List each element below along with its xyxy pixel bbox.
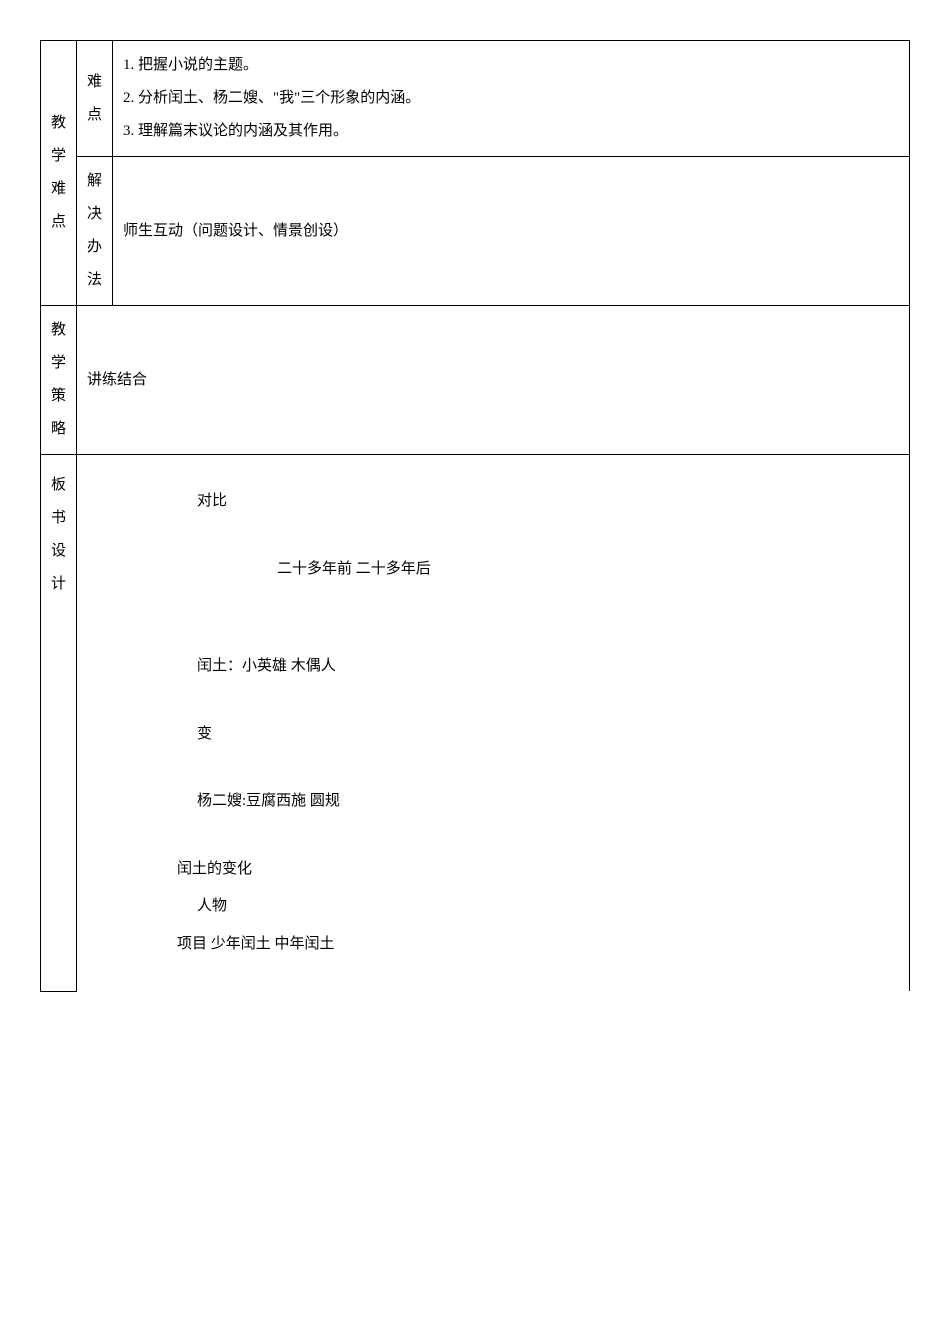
board-line-xiangmu: 项目 少年闰土 中年闰土 (137, 926, 849, 964)
section3-content: 对比 二十多年前 二十多年后 闰土：小英雄 木偶人 变 杨二嫂:豆腐西施 圆规 … (77, 455, 910, 992)
strategy-text: 讲练结合 (87, 372, 147, 388)
board-line-bian: 变 (137, 716, 849, 754)
section1-row2-label: 解决办法 (77, 157, 113, 306)
section1-row1-content: 1. 把握小说的主题。 2. 分析闰土、杨二嫂、"我"三个形象的内涵。 3. 理… (113, 41, 910, 157)
board-line-runtu: 闰土：小英雄 木偶人 (137, 648, 849, 686)
spacer (137, 618, 849, 648)
board-design-body: 对比 二十多年前 二十多年后 闰土：小英雄 木偶人 变 杨二嫂:豆腐西施 圆规 … (87, 463, 899, 983)
difficulty-point-2: 2. 分析闰土、杨二嫂、"我"三个形象的内涵。 (123, 82, 899, 115)
section3-left-label: 板书设计 (41, 455, 77, 992)
label-text: 教学难点 (51, 115, 66, 230)
section1-row2-content: 师生互动（问题设计、情景创设） (113, 157, 910, 306)
label-text: 板书设计 (51, 477, 66, 592)
section2-left-label: 教学策略 (41, 306, 77, 455)
difficulty-point-1: 1. 把握小说的主题。 (123, 49, 899, 82)
label-text: 难点 (87, 74, 102, 123)
solution-text: 师生互动（问题设计、情景创设） (123, 223, 348, 239)
section1-left-label: 教学难点 (41, 41, 77, 306)
label-text: 解决办法 (87, 173, 102, 288)
spacer (137, 821, 849, 851)
board-line-yang: 杨二嫂:豆腐西施 圆规 (137, 783, 849, 821)
spacer (137, 588, 849, 618)
label-text: 教学策略 (51, 322, 66, 437)
spacer (137, 753, 849, 783)
section2-content: 讲练结合 (77, 306, 910, 455)
difficulty-point-3: 3. 理解篇末议论的内涵及其作用。 (123, 115, 899, 148)
board-line-timeline: 二十多年前 二十多年后 (137, 551, 849, 589)
section1-row1-label: 难点 (77, 41, 113, 157)
board-line-duibi: 对比 (137, 483, 849, 521)
spacer (137, 521, 849, 551)
lesson-plan-table: 教学难点 难点 1. 把握小说的主题。 2. 分析闰土、杨二嫂、"我"三个形象的… (40, 40, 910, 992)
spacer (137, 686, 849, 716)
board-line-runtu-change: 闰土的变化 (137, 851, 849, 889)
board-line-renwu: 人物 (137, 888, 849, 926)
